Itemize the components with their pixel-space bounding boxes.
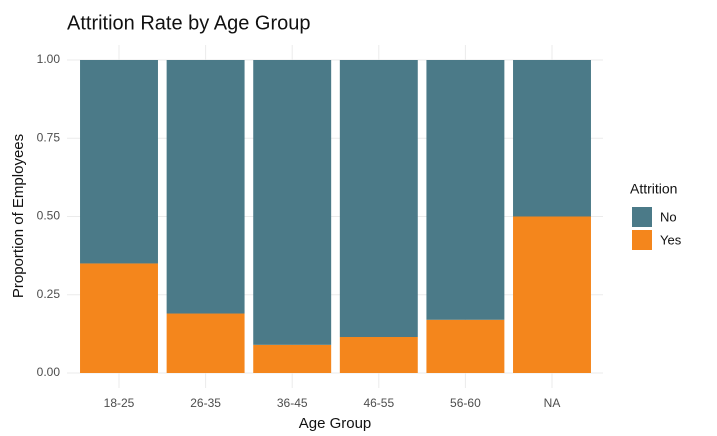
bar-segment [513,60,591,217]
x-axis-label: Age Group [299,415,372,432]
legend-title: Attrition [630,181,677,197]
bar-segment [513,216,591,373]
x-tick-label: 18-25 [104,396,135,410]
y-tick-label: 0.50 [37,209,61,223]
legend-label: Yes [660,232,682,247]
x-tick-label: 46-55 [363,396,394,410]
bar-segment [426,60,505,320]
legend-key [632,230,652,250]
chart-title: Attrition Rate by Age Group [67,12,310,34]
y-tick-label: 1.00 [37,52,61,66]
x-tick-label: NA [544,396,561,410]
bar-segment [253,60,332,345]
y-tick-label: 0.75 [37,130,61,144]
bar-segment [253,344,332,373]
bar-segment [166,60,245,314]
bar-segment [339,60,418,338]
legend-label: No [660,209,677,224]
bar-segment [426,319,505,373]
bar-segment [80,60,158,264]
bar-segment [339,337,418,373]
legend-key [632,207,652,227]
x-tick-label: 36-45 [277,396,308,410]
bar-segment [166,313,245,373]
x-tick-label: 56-60 [450,396,481,410]
y-axis-label: Proportion of Employees [10,134,27,298]
x-tick-label: 26-35 [190,396,221,410]
y-tick-label: 0.00 [37,365,61,379]
bar-segment [80,263,158,373]
y-tick-label: 0.25 [37,287,61,301]
